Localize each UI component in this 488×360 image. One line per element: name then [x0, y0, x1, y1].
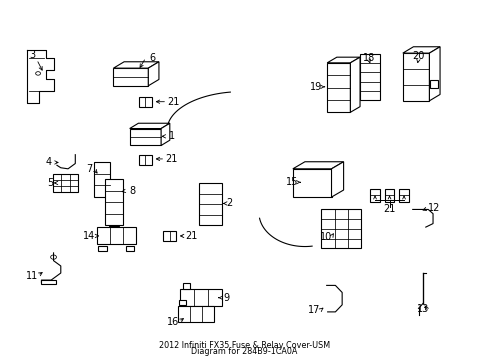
Text: 20: 20 — [411, 51, 424, 62]
Text: 8: 8 — [129, 186, 135, 196]
Polygon shape — [148, 62, 159, 86]
Bar — [163, 231, 176, 241]
Bar — [180, 289, 221, 306]
Polygon shape — [129, 123, 169, 129]
Bar — [97, 228, 136, 244]
Text: 21: 21 — [185, 231, 197, 241]
Text: 21: 21 — [166, 97, 179, 107]
Polygon shape — [331, 162, 343, 197]
Bar — [384, 189, 393, 202]
Bar — [359, 54, 380, 100]
Bar — [104, 179, 123, 225]
Bar — [292, 169, 331, 197]
Bar — [398, 189, 408, 202]
Bar — [138, 97, 152, 107]
Text: 7: 7 — [85, 164, 92, 174]
Polygon shape — [350, 57, 359, 112]
Text: 2: 2 — [225, 198, 232, 208]
Text: 15: 15 — [285, 177, 298, 187]
Bar — [98, 246, 107, 252]
Text: Diagram for 284B9-1CA0A: Diagram for 284B9-1CA0A — [191, 347, 297, 356]
Bar — [429, 80, 437, 89]
Bar — [402, 53, 428, 101]
Text: 6: 6 — [149, 53, 155, 63]
Bar — [199, 183, 222, 225]
Bar — [183, 283, 189, 289]
Text: 4: 4 — [45, 157, 52, 167]
Text: 9: 9 — [223, 293, 229, 303]
Text: 11: 11 — [25, 270, 38, 280]
Bar — [369, 189, 379, 202]
Bar — [41, 280, 56, 284]
Text: 17: 17 — [308, 305, 320, 315]
Bar — [108, 226, 119, 233]
Polygon shape — [161, 123, 169, 145]
Bar — [179, 300, 186, 305]
Polygon shape — [113, 62, 159, 68]
Text: 19: 19 — [309, 82, 322, 92]
Polygon shape — [326, 57, 359, 63]
Bar — [326, 63, 350, 112]
Text: 1: 1 — [168, 131, 175, 141]
Polygon shape — [428, 47, 439, 101]
Bar — [53, 174, 78, 192]
Text: 21: 21 — [383, 204, 395, 215]
Bar — [113, 68, 148, 86]
Text: 18: 18 — [362, 53, 374, 63]
Polygon shape — [402, 47, 439, 53]
Text: 21: 21 — [164, 154, 177, 164]
Text: 14: 14 — [82, 231, 95, 241]
Text: 16: 16 — [166, 317, 179, 327]
Bar — [178, 306, 214, 321]
Bar — [125, 246, 134, 252]
Text: 3: 3 — [30, 50, 36, 60]
Text: 12: 12 — [427, 203, 439, 213]
Text: 2012 Infiniti FX35 Fuse & Relay Cover-USM: 2012 Infiniti FX35 Fuse & Relay Cover-US… — [159, 341, 329, 350]
Bar — [138, 155, 152, 165]
Bar — [94, 162, 109, 197]
Text: 10: 10 — [319, 231, 331, 242]
Text: 5: 5 — [47, 178, 53, 188]
Bar — [129, 129, 161, 145]
Text: 13: 13 — [416, 305, 428, 314]
Bar — [321, 210, 360, 248]
Polygon shape — [292, 162, 343, 169]
